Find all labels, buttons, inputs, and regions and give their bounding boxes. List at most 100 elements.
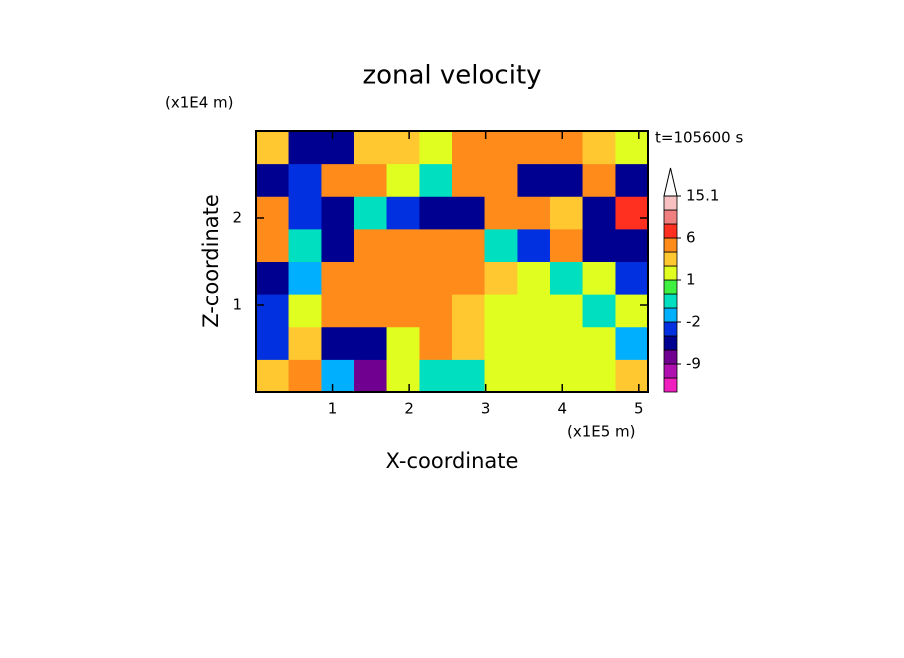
colorbar-band xyxy=(663,251,678,267)
field-cell xyxy=(582,294,616,328)
field-cell xyxy=(386,261,420,295)
field-cell xyxy=(256,261,290,295)
field-cell xyxy=(288,326,322,360)
field-cell xyxy=(452,228,486,262)
field-cell xyxy=(517,228,551,262)
field-cell xyxy=(452,359,486,393)
field-cell xyxy=(615,196,649,230)
field-cell xyxy=(452,163,486,197)
field-cell xyxy=(484,228,518,262)
field-cell xyxy=(354,294,388,328)
field-cell xyxy=(517,131,551,165)
field-cell xyxy=(452,261,486,295)
field-cell xyxy=(517,359,551,393)
field-cell xyxy=(256,359,290,393)
y-axis-label: Z-coordinate xyxy=(199,194,223,328)
field-cell xyxy=(550,326,584,360)
field-cell xyxy=(419,261,453,295)
colorbar-band xyxy=(663,195,678,211)
field-cell xyxy=(550,261,584,295)
x-tick-label: 2 xyxy=(404,400,414,418)
field-cell xyxy=(354,196,388,230)
field-cell xyxy=(321,359,355,393)
field-cell xyxy=(582,163,616,197)
field-cell xyxy=(321,228,355,262)
field-cell xyxy=(386,163,420,197)
colorbar-tick-label: -9 xyxy=(686,355,701,373)
field-cell xyxy=(419,228,453,262)
time-label: t=105600 s xyxy=(655,129,743,147)
x-axis-label: X-coordinate xyxy=(386,449,519,473)
field-cell xyxy=(386,131,420,165)
field-cell xyxy=(256,163,290,197)
field-cell xyxy=(582,131,616,165)
field-cell xyxy=(419,131,453,165)
colorbar-band xyxy=(663,223,678,239)
field-cell xyxy=(288,228,322,262)
x-tick-label: 5 xyxy=(634,400,644,418)
field-cell xyxy=(419,359,453,393)
field-cell xyxy=(582,326,616,360)
field-cell xyxy=(582,228,616,262)
field-cell xyxy=(517,261,551,295)
x-tick-label: 1 xyxy=(328,400,338,418)
field-cell xyxy=(419,294,453,328)
field-cell xyxy=(321,326,355,360)
field-cell xyxy=(386,196,420,230)
x-unit: (x1E5 m) xyxy=(567,423,636,441)
field-cell xyxy=(354,261,388,295)
field-cell xyxy=(288,261,322,295)
field-cell xyxy=(321,131,355,165)
field-cell xyxy=(615,359,649,393)
field-cell xyxy=(484,359,518,393)
field-cell xyxy=(615,163,649,197)
field-cell xyxy=(354,228,388,262)
field-cell xyxy=(452,294,486,328)
field-cell xyxy=(354,163,388,197)
field-cell xyxy=(321,294,355,328)
colorbar-band xyxy=(663,377,678,393)
field-cell xyxy=(615,131,649,165)
field xyxy=(256,131,649,393)
field-cell xyxy=(452,326,486,360)
field-cell xyxy=(517,163,551,197)
y-tick-label: 2 xyxy=(232,209,242,227)
field-cell xyxy=(615,326,649,360)
field-cell xyxy=(550,228,584,262)
field-cell xyxy=(484,261,518,295)
field-cell xyxy=(386,359,420,393)
field-cell xyxy=(517,196,551,230)
field-cell xyxy=(354,359,388,393)
x-tick-label: 4 xyxy=(557,400,567,418)
field-cell xyxy=(615,261,649,295)
field-cell xyxy=(288,196,322,230)
field-cell xyxy=(288,163,322,197)
field-cell xyxy=(256,131,290,165)
colorbar-band xyxy=(663,293,678,309)
colorbar-band xyxy=(663,307,678,323)
field-cell xyxy=(256,326,290,360)
y-tick-label: 1 xyxy=(232,296,242,314)
field-cell xyxy=(288,294,322,328)
colorbar-band xyxy=(663,335,678,351)
chart-title: zonal velocity xyxy=(362,61,541,91)
field-cell xyxy=(484,196,518,230)
colorbar-tick-label: 6 xyxy=(686,229,696,247)
field-cell xyxy=(550,359,584,393)
colorbar-band xyxy=(663,279,678,295)
field-cell xyxy=(288,131,322,165)
colorbar-band xyxy=(663,363,678,379)
field-cell xyxy=(354,131,388,165)
plot-frame xyxy=(255,130,649,393)
field-cell xyxy=(582,196,616,230)
field-cell xyxy=(517,326,551,360)
field-cell xyxy=(354,326,388,360)
colorbar-tick-label: 1 xyxy=(686,271,696,289)
field-cell xyxy=(615,228,649,262)
field-cell xyxy=(550,294,584,328)
colorbar-tick-label: 15.1 xyxy=(686,187,719,205)
field-cell xyxy=(321,163,355,197)
field-cell xyxy=(386,326,420,360)
